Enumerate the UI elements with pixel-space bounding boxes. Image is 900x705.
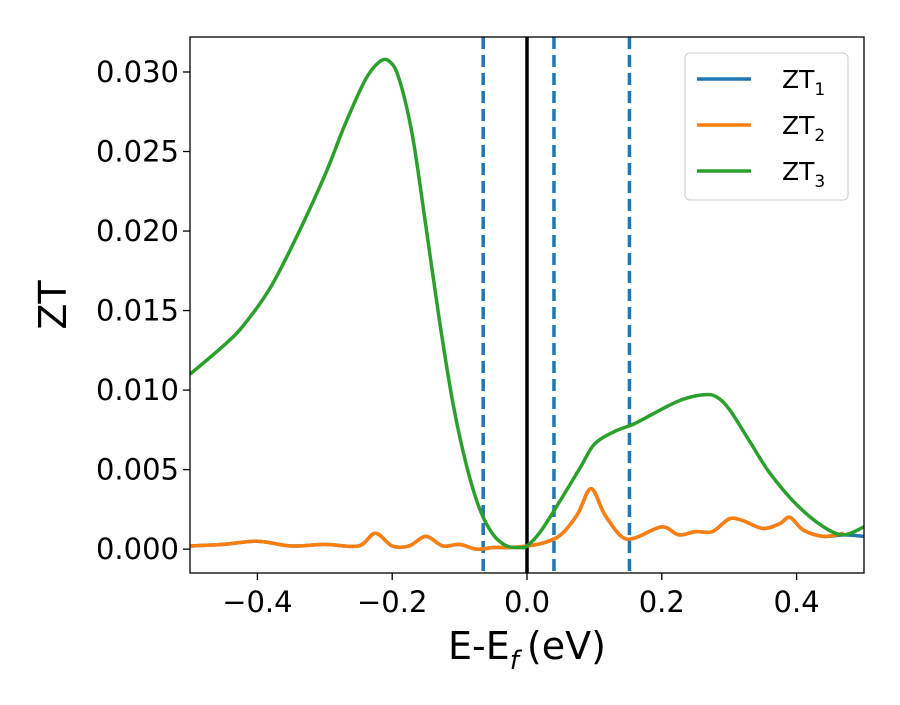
y-tick-label: 0.025 xyxy=(96,135,179,169)
legend-entry-zt1: ZT1 xyxy=(697,65,825,100)
legend: ZT1 ZT2 ZT3 xyxy=(684,52,849,201)
x-tick-label: −0.2 xyxy=(357,585,427,619)
x-tick-label: −0.4 xyxy=(222,585,292,619)
legend-entry-zt2: ZT2 xyxy=(697,111,825,146)
y-tick-label: 0.020 xyxy=(96,214,179,248)
legend-entry-zt3: ZT3 xyxy=(697,157,825,192)
reference-lines xyxy=(481,37,632,573)
x-tick-label: 0.2 xyxy=(639,585,685,619)
legend-label-zt2: ZT2 xyxy=(782,111,825,146)
x-axis-label: E-Ef (eV) xyxy=(448,624,606,676)
series-lines xyxy=(190,57,864,551)
y-tick-label: 0.000 xyxy=(96,532,179,566)
y-tick-label: 0.010 xyxy=(96,373,179,407)
y-axis-label: ZT xyxy=(31,280,75,330)
y-tick-label: 0.005 xyxy=(96,453,179,487)
legend-box xyxy=(684,52,849,201)
x-tick-label: 0.0 xyxy=(504,585,550,619)
y-axis-ticks: 0.000 0.005 0.010 0.015 0.020 0.025 0.030 xyxy=(96,55,190,566)
y-tick-label: 0.015 xyxy=(96,294,179,328)
x-axis-ticks: −0.4 −0.2 0.0 0.2 0.4 xyxy=(222,573,820,619)
series-line-zt3 xyxy=(190,57,864,550)
legend-label-zt3: ZT3 xyxy=(782,157,825,192)
x-tick-label: 0.4 xyxy=(774,585,820,619)
y-tick-label: 0.030 xyxy=(96,55,179,89)
series-line-zt2 xyxy=(190,486,845,551)
legend-label-zt1: ZT1 xyxy=(782,65,825,100)
